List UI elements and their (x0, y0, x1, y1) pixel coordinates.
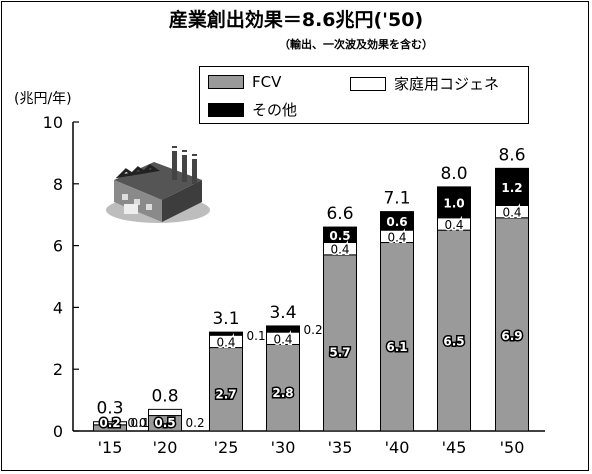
chart-subtitle: （輸出、一次波及効果を含む） (279, 38, 433, 51)
legend-label-cogeneration: 家庭用コジェネ (394, 75, 500, 93)
bar-segment (209, 331, 243, 336)
bar-total-label: 7.1 (383, 189, 410, 209)
x-tick-label: '50 (500, 438, 525, 457)
bar-segment (380, 211, 414, 231)
x-tick-label: '25 (214, 438, 239, 457)
legend-swatch-fcv (208, 75, 244, 89)
fcv-value-label: 2.7 (215, 387, 236, 401)
x-tick-label: '40 (385, 438, 410, 457)
cogeneration-value-label: 0.4 (216, 335, 235, 349)
y-tick-label: 8 (53, 175, 63, 194)
cogeneration-value-label: 0.1 (131, 416, 150, 430)
bar-segment (380, 242, 414, 432)
y-axis-unit-label: (兆円/年) (14, 91, 72, 107)
bar-total-label: 8.6 (498, 145, 525, 165)
legend-label-fcv: FCV (252, 73, 282, 91)
bar-total-label: 3.1 (212, 309, 239, 329)
bar-segment (495, 217, 529, 432)
fcv-value-label: 6.5 (443, 335, 464, 349)
legend-label-other: その他 (252, 101, 298, 119)
bar-segment (437, 229, 471, 432)
bar-total-label: 0.3 (96, 399, 123, 419)
legend-item-cogeneration: 家庭用コジェネ (350, 73, 499, 94)
x-tick-label: '30 (271, 438, 296, 457)
bar-segment (323, 254, 357, 432)
other-value-label: 0.6 (386, 215, 407, 229)
fcv-value-label: 0.2 (99, 416, 120, 430)
bar-total-label: 3.4 (269, 303, 296, 323)
x-tick-label: '45 (442, 438, 467, 457)
other-value-label: 1.0 (443, 196, 464, 210)
x-tick-label: '20 (153, 438, 178, 457)
legend-swatch-other (208, 102, 244, 117)
cogeneration-value-label: 0.4 (330, 243, 349, 257)
bar-segment (148, 408, 182, 417)
cogeneration-value-label: 0.4 (444, 218, 463, 232)
legend-item-other: その他 (208, 99, 297, 120)
legend-item-fcv: FCV (208, 73, 281, 91)
bar-segment (323, 226, 357, 244)
bar-segment (93, 421, 127, 426)
fcv-value-label: 6.1 (386, 340, 407, 354)
x-tick-label: '15 (98, 438, 123, 457)
y-tick-label: 0 (53, 422, 63, 441)
fcv-value-label: 6.9 (501, 329, 522, 343)
y-tick-label: 6 (53, 237, 63, 256)
cogeneration-value-label: 0.2 (186, 416, 205, 430)
bar-segment (266, 325, 300, 333)
legend-swatch-cogeneration (350, 76, 386, 91)
y-tick-label: 2 (53, 360, 63, 379)
bar-total-label: 6.6 (326, 204, 353, 224)
other-value-label: 0.5 (329, 229, 350, 243)
chart-title: 産業創出効果＝8.6兆円('50) (168, 9, 424, 31)
fcv-value-label: 0.5 (154, 416, 175, 430)
fcv-value-label: 2.8 (272, 386, 293, 400)
other-value-label: 1.2 (501, 181, 522, 195)
chart-legend: FCV 家庭用コジェネ その他 (199, 66, 529, 124)
y-tick-label: 10 (43, 113, 63, 132)
bar-segment (266, 343, 300, 432)
y-tick-label: 4 (53, 298, 63, 317)
x-tick-label: '35 (328, 438, 353, 457)
bar-segment (495, 167, 529, 206)
bar-segment (437, 186, 471, 219)
factory-illustration-icon (106, 146, 210, 223)
cogeneration-value-label: 0.4 (387, 230, 406, 244)
other-value-label: 0.2 (304, 323, 323, 337)
bar-total-label: 8.0 (440, 164, 467, 184)
fcv-value-label: 5.7 (329, 346, 350, 360)
other-value-label: 0.1 (247, 329, 266, 343)
other-value-label: 0.0 (127, 416, 146, 430)
cogeneration-value-label: 0.4 (273, 332, 292, 346)
bar-total-label: 0.8 (151, 386, 178, 406)
cogeneration-value-label: 0.4 (502, 206, 521, 220)
